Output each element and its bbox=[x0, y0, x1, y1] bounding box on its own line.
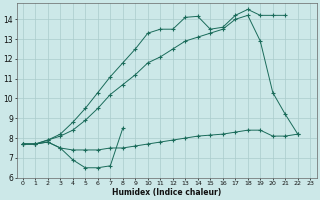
X-axis label: Humidex (Indice chaleur): Humidex (Indice chaleur) bbox=[112, 188, 221, 197]
